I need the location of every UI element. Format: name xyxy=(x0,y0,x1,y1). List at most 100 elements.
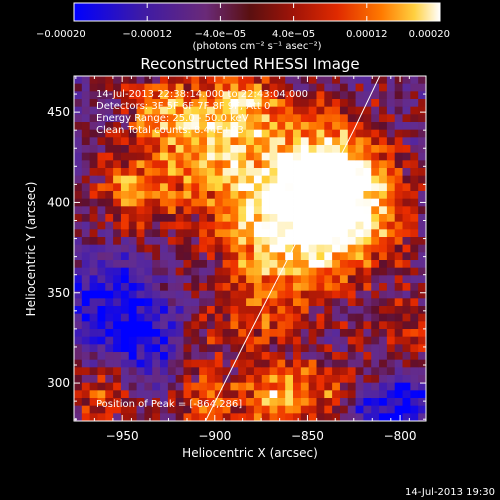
heatmap-cell xyxy=(418,413,426,421)
heatmap-cell xyxy=(371,145,380,154)
heatmap-cell xyxy=(74,99,83,108)
heatmap-cell xyxy=(246,237,255,246)
heatmap-cell xyxy=(379,283,388,292)
heatmap-cell xyxy=(418,275,426,284)
heatmap-cell xyxy=(238,221,247,230)
x-tick-label: −800 xyxy=(384,429,417,443)
heatmap-cell xyxy=(230,336,239,345)
heatmap-cell xyxy=(199,237,208,246)
heatmap-cell xyxy=(300,321,310,330)
heatmap-cell xyxy=(308,198,317,207)
heatmap-cell xyxy=(238,352,247,361)
heatmap-cell xyxy=(238,413,247,421)
heatmap-cell xyxy=(199,367,208,376)
heatmap-cell xyxy=(293,76,302,85)
heatmap-cell xyxy=(199,76,208,85)
heatmap-cell xyxy=(371,83,380,92)
heatmap-cell xyxy=(269,306,278,315)
heatmap-cell xyxy=(410,398,419,407)
heatmap-cell xyxy=(261,283,270,292)
heatmap-cell xyxy=(300,106,310,115)
heatmap-cell xyxy=(246,91,255,100)
heatmap-cell xyxy=(97,206,106,215)
heatmap-cell xyxy=(394,221,403,230)
heatmap-cell xyxy=(418,313,426,322)
heatmap-cell xyxy=(402,99,411,108)
heatmap-cell xyxy=(269,398,278,407)
heatmap-cell xyxy=(230,252,239,261)
heatmap-cell xyxy=(355,313,364,322)
heatmap-cell xyxy=(152,244,161,253)
heatmap-cell xyxy=(89,260,98,269)
heatmap-cell xyxy=(261,252,270,261)
heatmap-cell xyxy=(144,267,153,276)
heatmap-cell xyxy=(300,214,310,223)
heatmap-cell xyxy=(214,413,224,421)
heatmap-cell xyxy=(261,76,270,85)
heatmap-cell xyxy=(316,405,325,414)
heatmap-cell xyxy=(418,206,426,215)
heatmap-cell xyxy=(339,344,349,353)
heatmap-cell xyxy=(402,122,411,131)
heatmap-cell xyxy=(418,99,426,108)
heatmap-cell xyxy=(238,298,247,307)
heatmap-cell xyxy=(191,413,200,421)
heatmap-cell xyxy=(105,83,114,92)
heatmap-cell xyxy=(386,76,396,85)
heatmap-cell xyxy=(238,359,247,368)
heatmap-cell xyxy=(269,160,278,169)
heatmap-cell xyxy=(206,267,216,276)
heatmap-cell xyxy=(183,329,192,338)
heatmap-cell xyxy=(379,214,388,223)
heatmap-cell xyxy=(206,214,216,223)
heatmap-cell xyxy=(300,183,310,192)
heatmap-cell xyxy=(113,76,122,85)
heatmap-cell xyxy=(199,359,208,368)
heatmap-cell xyxy=(371,375,380,384)
heatmap-cell xyxy=(89,306,98,315)
heatmap-cell xyxy=(191,83,200,92)
heatmap-cell xyxy=(105,267,114,276)
plot-frame xyxy=(73,75,427,422)
heatmap-cell xyxy=(410,275,419,284)
heatmap-cell xyxy=(175,191,184,200)
heatmap-cell xyxy=(253,160,263,169)
heatmap-cell xyxy=(246,359,255,368)
heatmap-cell xyxy=(183,336,192,345)
heatmap-cell xyxy=(120,114,130,123)
heatmap-cell xyxy=(246,298,255,307)
heatmap-cell xyxy=(183,183,192,192)
heatmap-cell xyxy=(269,352,278,361)
heatmap-cell xyxy=(418,344,426,353)
heatmap-cell xyxy=(144,91,153,100)
heatmap-cell xyxy=(81,321,91,330)
heatmap-cell xyxy=(394,290,403,299)
heatmap-cell xyxy=(347,175,356,184)
heatmap-cell xyxy=(81,214,91,223)
heatmap-cell xyxy=(175,260,184,269)
heatmap-cell xyxy=(191,390,200,399)
heatmap-cell xyxy=(238,183,247,192)
heatmap-cell xyxy=(261,198,270,207)
heatmap-cell xyxy=(324,122,333,131)
heatmap-cell xyxy=(386,321,396,330)
heatmap-cell xyxy=(269,336,278,345)
heatmap-cell xyxy=(230,290,239,299)
heatmap-cell xyxy=(74,122,83,131)
heatmap-cell xyxy=(316,382,325,391)
heatmap-cell xyxy=(371,283,380,292)
heatmap-cell xyxy=(285,129,294,138)
heatmap-cell xyxy=(332,367,341,376)
heatmap-cell xyxy=(167,390,177,399)
heatmap-cell xyxy=(293,405,302,414)
heatmap-cell xyxy=(269,183,278,192)
heatmap-cell xyxy=(120,298,130,307)
heatmap-cell xyxy=(105,298,114,307)
heatmap-cell xyxy=(379,382,388,391)
heatmap-cell xyxy=(160,229,169,238)
heatmap-cell xyxy=(183,283,192,292)
heatmap-cell xyxy=(339,137,349,146)
heatmap-cell xyxy=(105,91,114,100)
